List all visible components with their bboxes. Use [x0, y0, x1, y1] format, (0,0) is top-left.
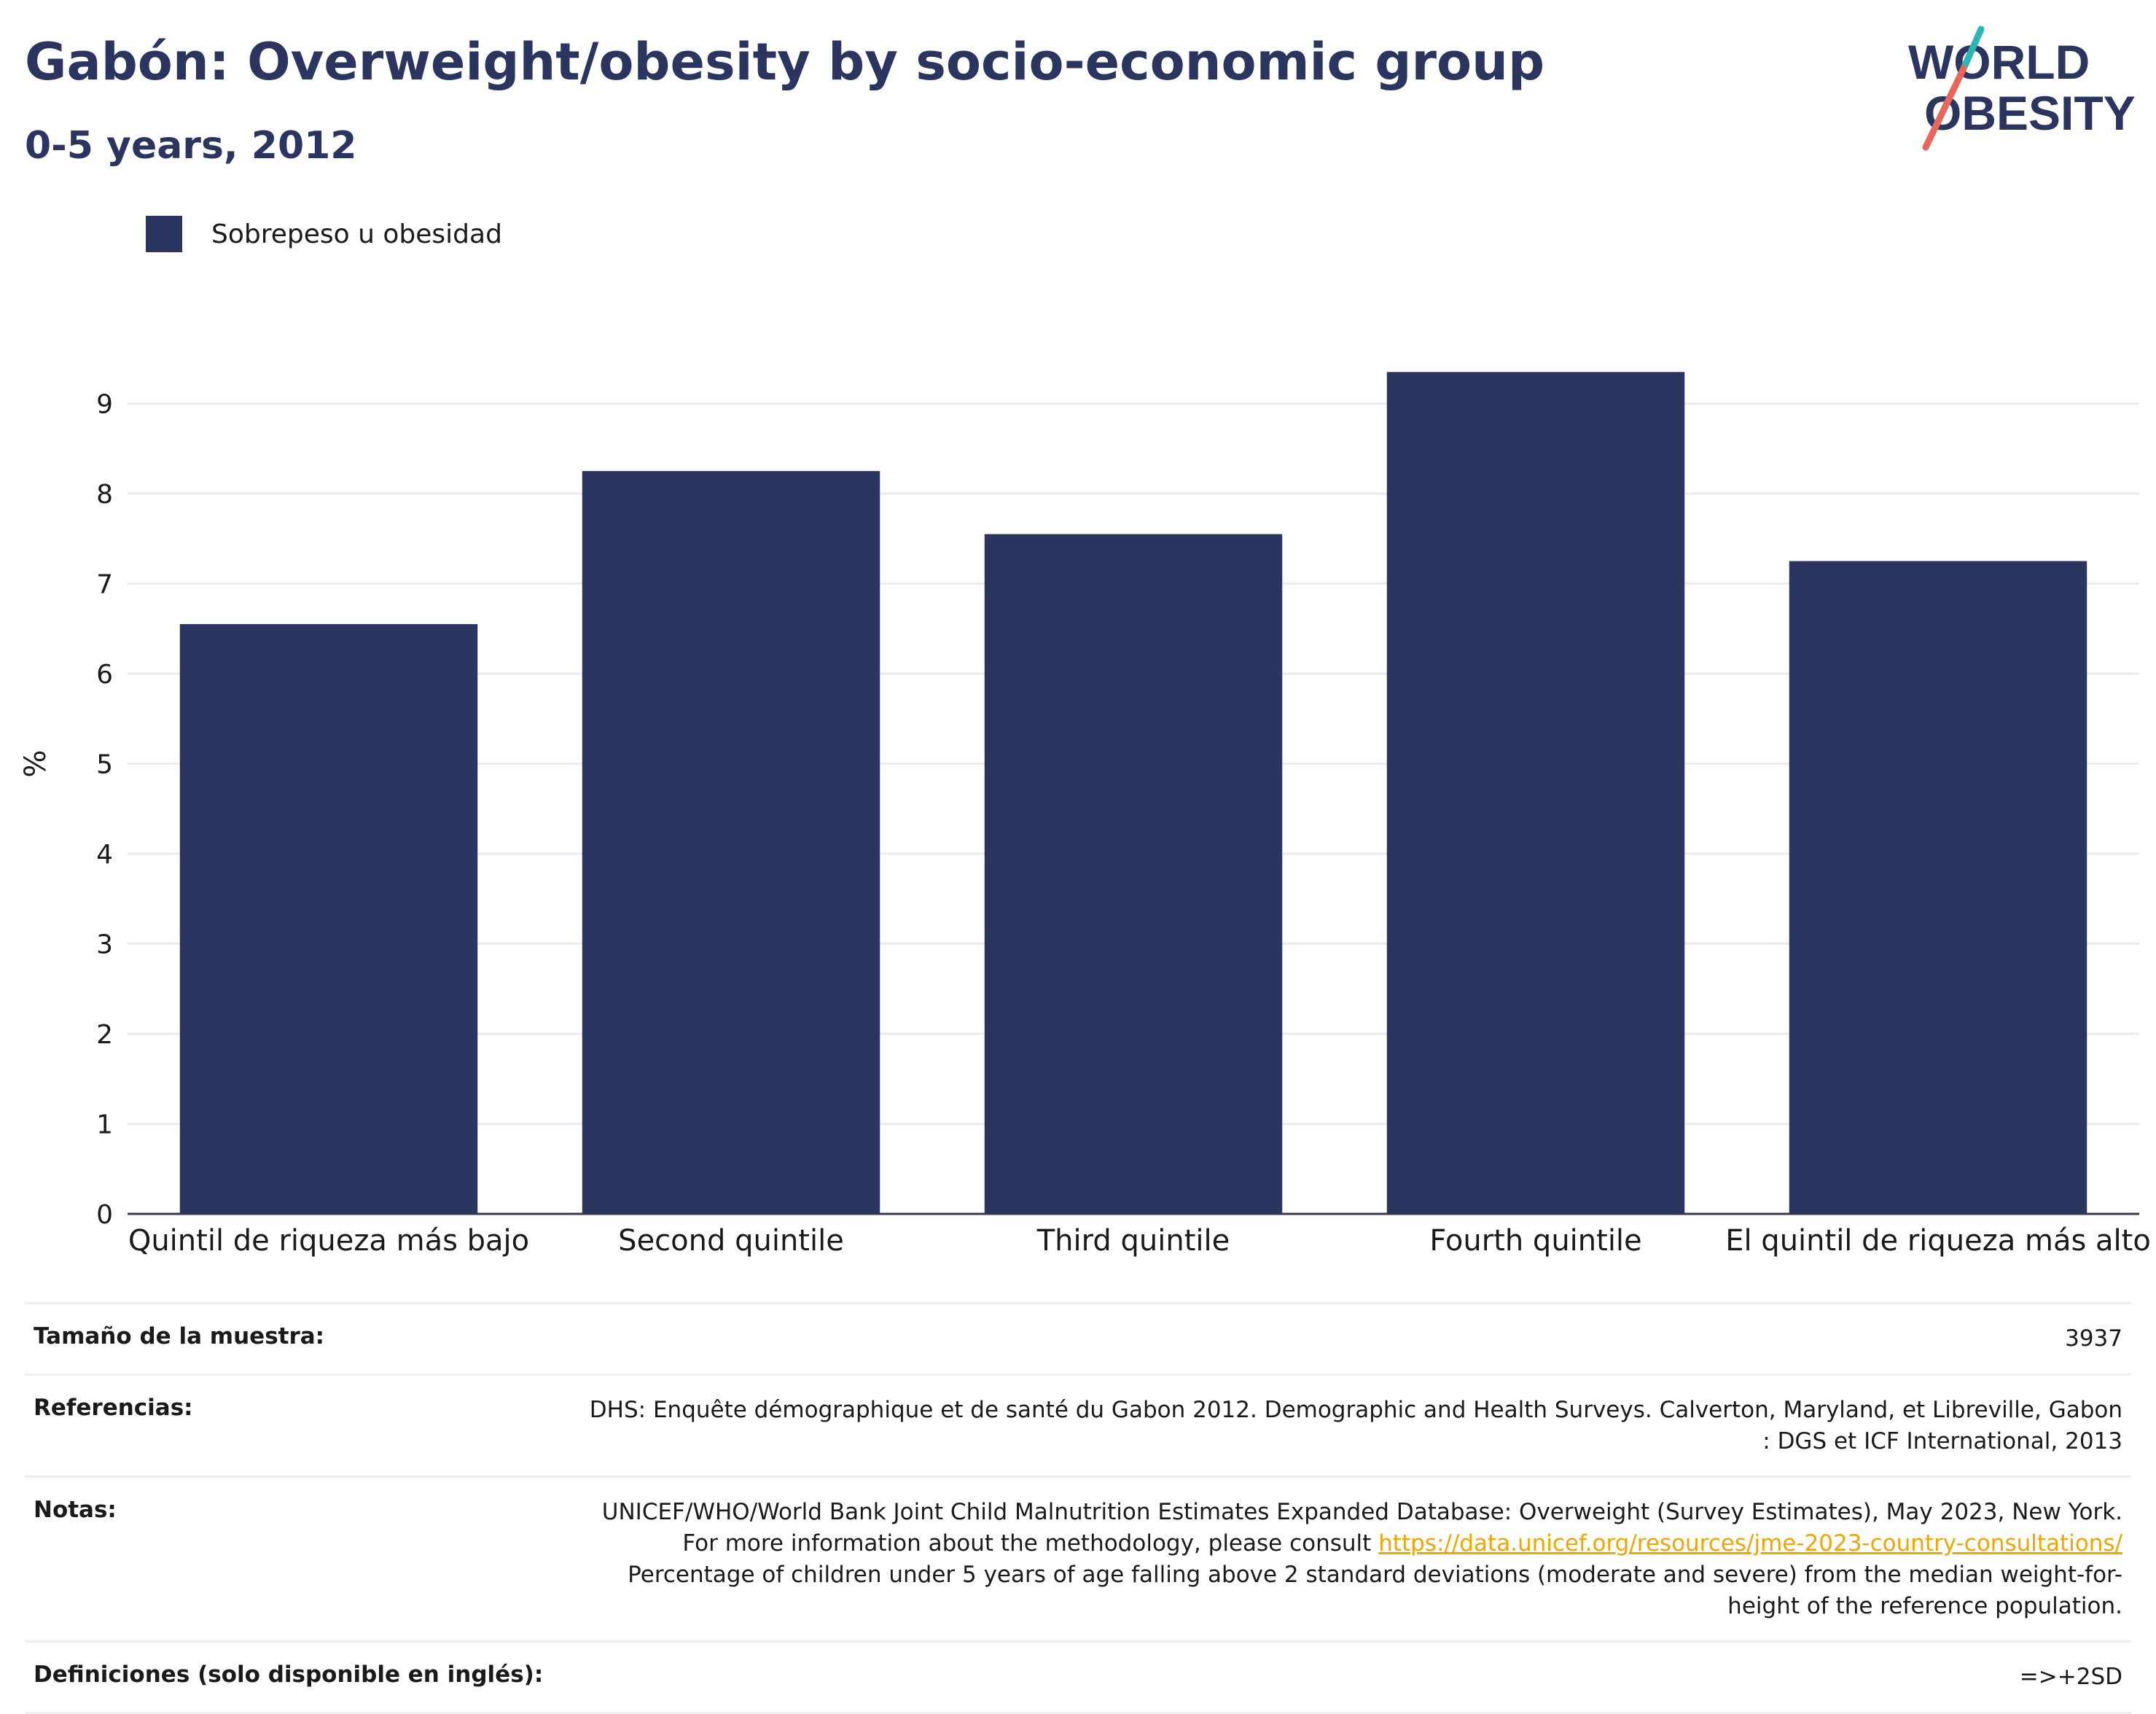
definitions-label: Definiciones (solo disponible en inglés)… — [34, 1662, 544, 1688]
logo-slash-coral — [1922, 65, 1967, 151]
methodology-link[interactable]: https://data.unicef.org/resources/jme-20… — [1378, 1530, 2122, 1557]
y-axis-label: % — [19, 749, 52, 777]
y-tick-label: 4 — [96, 840, 113, 870]
y-tick-label: 3 — [96, 930, 113, 960]
notes-label: Notas: — [34, 1497, 117, 1524]
notes-text-1: UNICEF/WHO/World Bank Joint Child Malnut… — [601, 1499, 2122, 1557]
y-tick-label: 1 — [96, 1110, 113, 1140]
bar — [1386, 372, 1685, 1214]
y-tick-label: 6 — [96, 660, 113, 690]
x-tick-label: Fourth quintile — [1429, 1224, 1641, 1258]
y-tick-label: 0 — [96, 1200, 113, 1230]
x-tick-label: Second quintile — [618, 1224, 844, 1258]
info-row-references: Referencias: DHS: Enquête démographique … — [25, 1373, 2131, 1476]
references-label: Referencias: — [34, 1394, 193, 1421]
notes-value: UNICEF/WHO/World Bank Joint Child Malnut… — [585, 1497, 2122, 1621]
bar-chart: 0 1 2 3 4 5 6 7 8 9 Quintil de riqueza más bajo Se… — [19, 372, 2151, 1258]
bar — [582, 471, 880, 1214]
info-table: Tamaño de la muestra: 3937 Referencias: … — [25, 1302, 2131, 1714]
info-row-notes: Notas: UNICEF/WHO/World Bank Joint Child… — [25, 1476, 2131, 1640]
legend: Sobrepeso u obesidad — [146, 216, 502, 252]
sample-value: 3937 — [2065, 1325, 2122, 1352]
logo-slash-teal — [1960, 26, 1985, 72]
y-tick-label: 7 — [96, 570, 113, 600]
legend-swatch — [146, 216, 182, 252]
y-tick-label: 8 — [96, 480, 113, 510]
sample-label: Tamaño de la muestra: — [34, 1323, 325, 1349]
y-tick-label: 2 — [96, 1020, 113, 1050]
chart-title: Gabón: Overweight/obesity by socio-econo… — [25, 32, 1545, 92]
logo-line1: WORLD — [1908, 35, 2090, 89]
bar — [179, 624, 478, 1214]
chart-subtitle: 0-5 years, 2012 — [25, 124, 357, 168]
bar — [1789, 561, 2087, 1214]
bar — [984, 534, 1283, 1214]
info-row-definitions: Definiciones (solo disponible en inglés)… — [25, 1640, 2131, 1714]
x-tick-label: Third quintile — [1036, 1224, 1230, 1258]
info-row-sample: Tamaño de la muestra: 3937 — [25, 1302, 2131, 1374]
legend-label: Sobrepeso u obesidad — [211, 219, 502, 249]
x-tick-label: Quintil de riqueza más bajo — [128, 1224, 529, 1258]
world-obesity-logo: WORLD OBESITY — [1908, 26, 2136, 151]
x-tick-label: El quintil de riqueza más alto — [1725, 1224, 2151, 1258]
y-tick-label: 5 — [96, 750, 113, 780]
definitions-value: =>+2SD — [2019, 1664, 2122, 1691]
references-value: DHS: Enquête démographique et de santé d… — [589, 1396, 2122, 1454]
notes-text-2: Percentage of children under 5 years of … — [628, 1561, 2122, 1619]
logo-line2: OBESITY — [1924, 86, 2136, 140]
y-tick-label: 9 — [96, 390, 113, 420]
